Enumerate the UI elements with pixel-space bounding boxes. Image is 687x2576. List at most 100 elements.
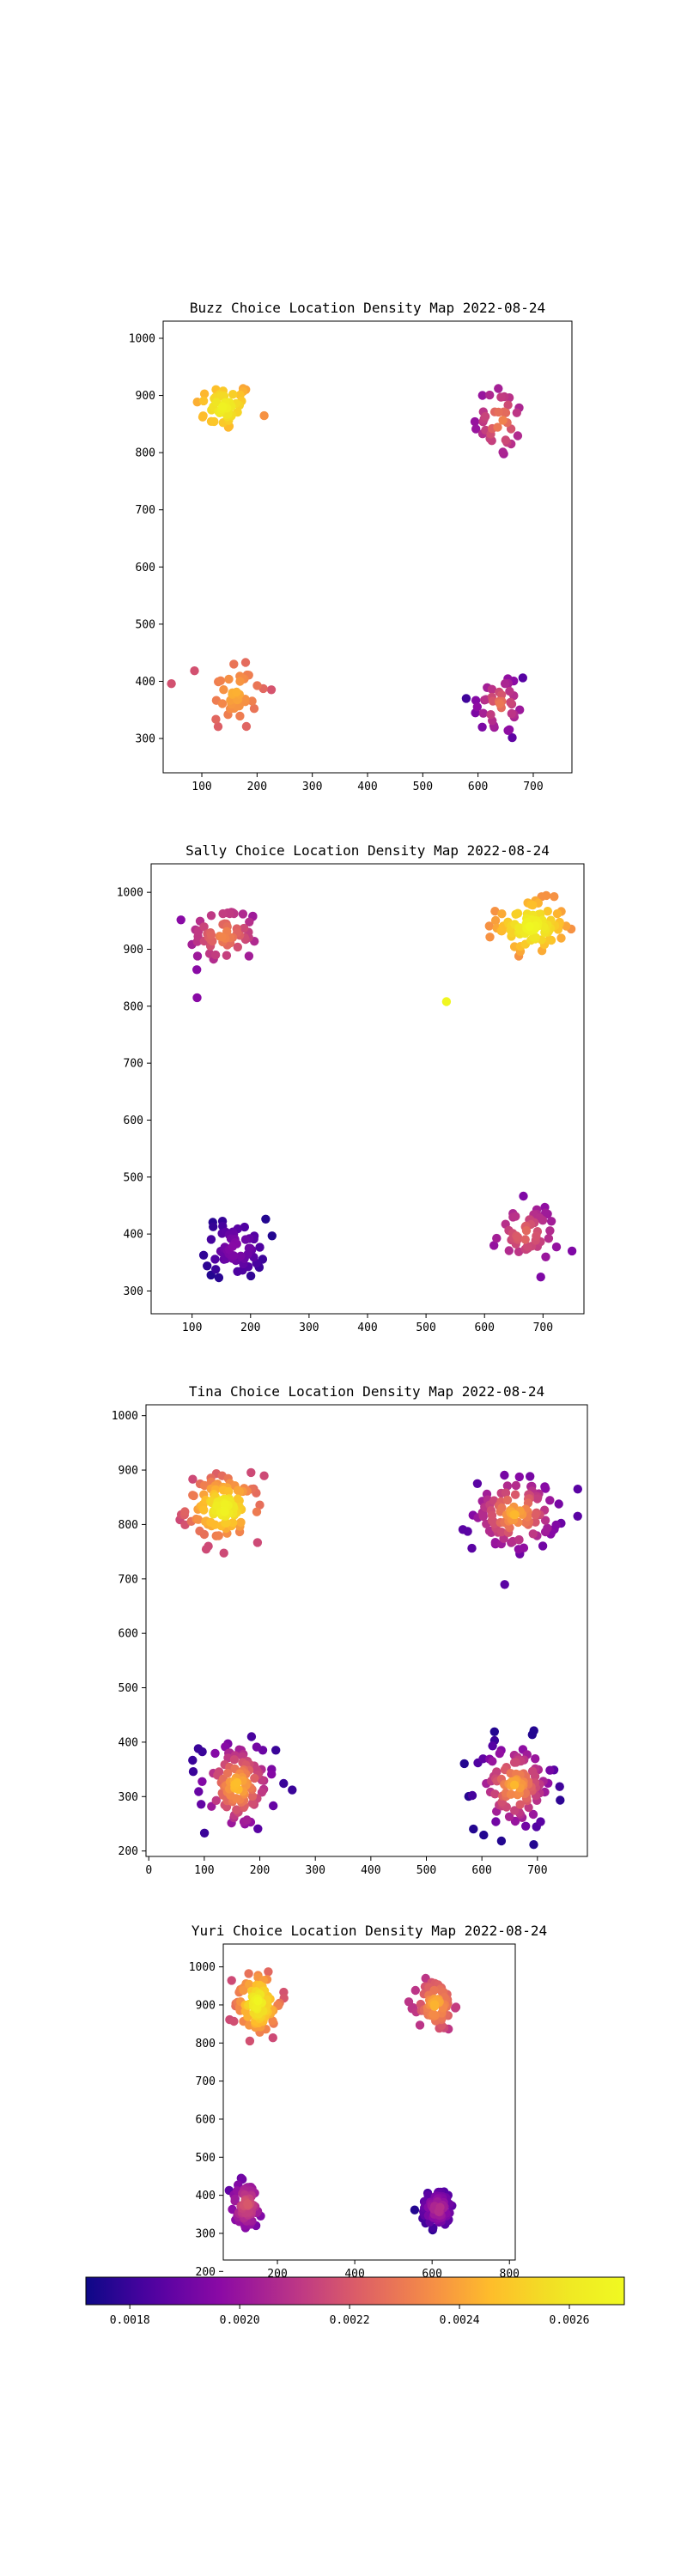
data-point (195, 1526, 204, 1536)
data-point (415, 2020, 425, 2030)
data-point (194, 1787, 204, 1796)
x-tick-label: 700 (527, 1864, 547, 1877)
data-point (511, 1480, 521, 1491)
data-point (502, 1495, 513, 1505)
data-point (257, 1788, 267, 1797)
colorbar-tick-label: 0.0022 (330, 2314, 370, 2327)
data-point (514, 1535, 524, 1545)
data-point (470, 416, 480, 427)
data-point (229, 1755, 240, 1765)
data-point (222, 1768, 233, 1778)
data-point (264, 1967, 273, 1977)
data-point (244, 1969, 253, 1978)
y-tick-label: 700 (124, 1058, 143, 1071)
data-point (190, 666, 199, 676)
data-point (531, 1754, 540, 1764)
data-point (485, 933, 495, 942)
data-point (240, 658, 251, 667)
data-point (198, 411, 208, 421)
data-point (271, 1746, 281, 1755)
data-point (567, 1246, 577, 1256)
data-point (545, 1765, 555, 1775)
x-tick-label: 500 (416, 1864, 436, 1877)
data-point (267, 1231, 277, 1241)
x-tick-label: 600 (471, 1864, 491, 1877)
x-tick-label: 400 (357, 1321, 377, 1334)
data-point (249, 704, 259, 714)
data-point (220, 1506, 229, 1516)
data-point (451, 2003, 460, 2013)
data-point (512, 408, 521, 417)
data-point (228, 1242, 238, 1251)
data-point (250, 1773, 259, 1783)
data-point (235, 711, 245, 721)
data-point (472, 702, 482, 712)
plot-frame (145, 1404, 588, 1857)
data-point (492, 1233, 502, 1243)
data-point (211, 714, 221, 724)
data-point (238, 909, 248, 919)
data-point (201, 1545, 211, 1554)
data-point (504, 1246, 514, 1255)
data-point (479, 1830, 489, 1840)
data-point (469, 1824, 478, 1834)
x-tick-label: 600 (474, 1321, 494, 1334)
data-point (487, 1510, 497, 1521)
data-point (500, 1580, 509, 1589)
data-point (551, 1242, 562, 1252)
data-point (230, 2196, 240, 2206)
y-tick-label: 800 (196, 2038, 216, 2050)
data-point (520, 1235, 530, 1244)
data-point (522, 1242, 532, 1251)
x-tick-label: 300 (299, 1321, 319, 1334)
data-point (478, 708, 488, 718)
data-point (556, 1795, 565, 1805)
data-point (210, 1748, 220, 1759)
data-point (441, 997, 452, 1006)
data-point (221, 1518, 230, 1528)
data-point (467, 1790, 477, 1801)
data-point (498, 416, 508, 425)
y-tick-label: 300 (196, 2227, 216, 2240)
data-point (488, 1741, 497, 1751)
data-point (528, 1529, 538, 1539)
y-tick-label: 1000 (129, 332, 155, 345)
data-point (245, 917, 254, 927)
data-point (235, 677, 245, 686)
data-point (491, 1817, 501, 1826)
data-point (245, 2036, 255, 2046)
data-point (259, 410, 269, 421)
data-point (247, 1791, 258, 1801)
data-point (167, 679, 176, 689)
data-point (218, 908, 228, 919)
data-point (528, 900, 538, 910)
data-point (497, 909, 507, 919)
data-point (253, 1996, 263, 2006)
data-point (531, 1517, 540, 1527)
data-point (193, 1515, 204, 1524)
data-point (252, 1507, 262, 1516)
y-tick-label: 400 (196, 2190, 216, 2202)
data-point (180, 1507, 190, 1516)
data-point (198, 396, 209, 406)
data-point (203, 1261, 212, 1271)
data-point (519, 1191, 528, 1201)
x-tick-label: 500 (413, 781, 433, 793)
x-tick-label: 500 (416, 1321, 435, 1334)
data-point (555, 1782, 564, 1791)
data-point (229, 659, 239, 669)
scatter-panel-2: Sally Choice Location Density Map 2022-0… (117, 842, 585, 1334)
y-tick-label: 400 (124, 1229, 143, 1242)
data-point (472, 1479, 483, 1489)
y-tick-label: 200 (196, 2266, 216, 2279)
y-tick-label: 500 (119, 1682, 138, 1695)
data-point (198, 1250, 209, 1261)
x-tick-label: 600 (468, 781, 488, 793)
data-point (255, 1242, 264, 1252)
data-point (487, 684, 497, 694)
y-tick-label: 600 (196, 2113, 216, 2126)
data-point (232, 1805, 241, 1814)
data-point (188, 1474, 198, 1484)
data-point (496, 392, 506, 402)
